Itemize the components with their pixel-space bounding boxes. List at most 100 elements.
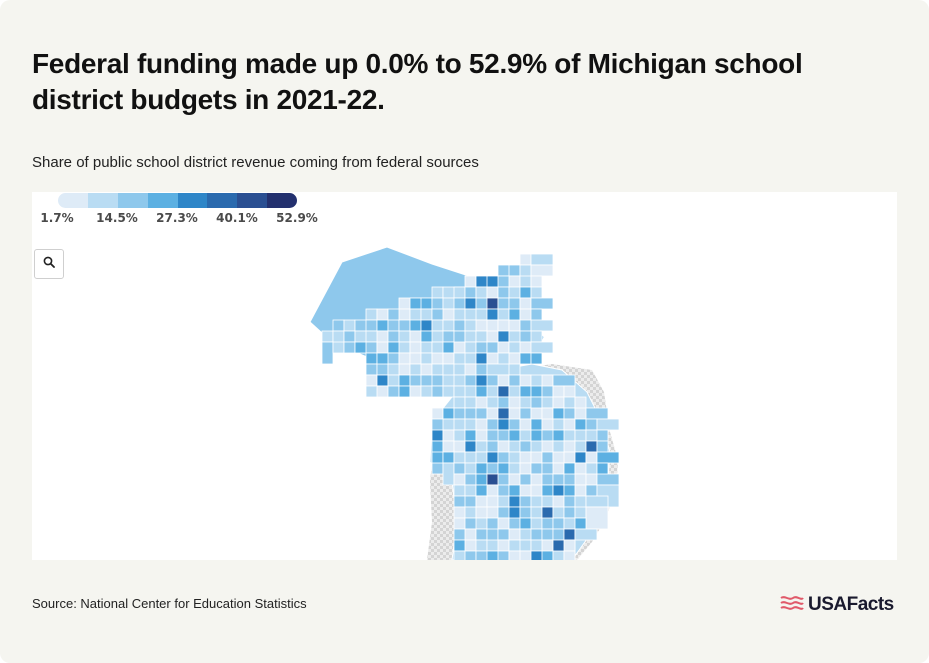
school-district[interactable]	[530, 506, 543, 519]
school-district[interactable]	[519, 506, 532, 519]
school-district[interactable]	[508, 286, 521, 299]
school-district[interactable]	[585, 484, 598, 497]
school-district[interactable]	[475, 473, 488, 486]
school-district[interactable]	[442, 429, 455, 442]
school-district[interactable]	[552, 407, 565, 420]
school-district[interactable]	[497, 297, 510, 310]
school-district[interactable]	[541, 517, 554, 530]
school-district[interactable]	[497, 341, 510, 354]
school-district[interactable]	[365, 363, 378, 376]
school-district[interactable]	[497, 319, 510, 332]
school-district[interactable]	[486, 495, 499, 508]
school-district[interactable]	[519, 352, 532, 365]
school-district[interactable]	[398, 385, 411, 398]
school-district[interactable]	[431, 385, 444, 398]
school-district[interactable]	[530, 264, 554, 277]
school-district[interactable]	[464, 528, 477, 541]
school-district[interactable]	[442, 451, 455, 464]
school-district[interactable]	[453, 451, 466, 464]
school-district[interactable]	[409, 319, 422, 332]
school-district[interactable]	[519, 440, 532, 453]
school-district[interactable]	[486, 484, 499, 497]
school-district[interactable]	[442, 385, 455, 398]
school-district[interactable]	[508, 517, 521, 530]
school-district[interactable]	[508, 275, 521, 288]
school-district[interactable]	[497, 462, 510, 475]
school-district[interactable]	[585, 506, 609, 530]
school-district[interactable]	[530, 297, 554, 310]
school-district[interactable]	[497, 308, 510, 321]
school-district[interactable]	[596, 429, 609, 442]
school-district[interactable]	[486, 407, 499, 420]
school-district[interactable]	[530, 528, 543, 541]
school-district[interactable]	[475, 528, 488, 541]
school-district[interactable]	[574, 418, 587, 431]
school-district[interactable]	[508, 407, 521, 420]
school-district[interactable]	[541, 396, 554, 409]
school-district[interactable]	[497, 539, 510, 552]
school-district[interactable]	[343, 341, 356, 354]
school-district[interactable]	[519, 297, 532, 310]
school-district[interactable]	[563, 506, 576, 519]
school-district[interactable]	[409, 374, 422, 387]
michigan-map[interactable]	[32, 192, 897, 560]
school-district[interactable]	[519, 385, 532, 398]
school-district[interactable]	[365, 352, 378, 365]
school-district[interactable]	[431, 286, 444, 299]
school-district[interactable]	[585, 473, 598, 486]
school-district[interactable]	[497, 385, 510, 398]
school-district[interactable]	[530, 275, 543, 288]
school-district[interactable]	[343, 319, 356, 332]
school-district[interactable]	[431, 407, 444, 420]
school-district[interactable]	[552, 484, 565, 497]
school-district[interactable]	[552, 528, 565, 541]
school-district[interactable]	[398, 319, 411, 332]
school-district[interactable]	[552, 418, 565, 431]
school-district[interactable]	[530, 330, 543, 343]
school-district[interactable]	[497, 440, 510, 453]
school-district[interactable]	[541, 385, 554, 398]
school-district[interactable]	[563, 539, 576, 552]
school-district[interactable]	[563, 528, 576, 541]
school-district[interactable]	[574, 484, 587, 497]
school-district[interactable]	[453, 319, 466, 332]
school-district[interactable]	[552, 385, 565, 398]
school-district[interactable]	[574, 473, 587, 486]
school-district[interactable]	[486, 418, 499, 431]
school-district[interactable]	[475, 517, 488, 530]
school-district[interactable]	[398, 308, 411, 321]
school-district[interactable]	[475, 407, 488, 420]
school-district[interactable]	[519, 462, 532, 475]
map-panel[interactable]: 1.7% 14.5% 27.3% 40.1% 52.9%	[32, 192, 897, 560]
school-district[interactable]	[552, 374, 576, 387]
school-district[interactable]	[475, 495, 488, 508]
school-district[interactable]	[453, 396, 466, 409]
school-district[interactable]	[475, 539, 488, 552]
school-district[interactable]	[541, 473, 554, 486]
school-district[interactable]	[409, 341, 422, 354]
school-district[interactable]	[585, 407, 609, 420]
school-district[interactable]	[508, 418, 521, 431]
school-district[interactable]	[596, 473, 620, 486]
school-district[interactable]	[398, 374, 411, 387]
school-district[interactable]	[453, 418, 466, 431]
school-district[interactable]	[530, 286, 543, 299]
school-district[interactable]	[376, 374, 389, 387]
school-district[interactable]	[563, 407, 576, 420]
school-district[interactable]	[431, 374, 444, 387]
school-district[interactable]	[486, 462, 499, 475]
school-district[interactable]	[464, 330, 477, 343]
school-district[interactable]	[585, 495, 609, 508]
school-district[interactable]	[431, 462, 444, 475]
school-district[interactable]	[442, 352, 455, 365]
school-district[interactable]	[508, 462, 521, 475]
school-district[interactable]	[585, 451, 598, 464]
school-district[interactable]	[420, 297, 433, 310]
school-district[interactable]	[574, 440, 587, 453]
school-district[interactable]	[574, 528, 598, 541]
school-district[interactable]	[552, 517, 565, 530]
school-district[interactable]	[519, 253, 532, 266]
school-district[interactable]	[563, 495, 576, 508]
school-district[interactable]	[464, 297, 477, 310]
school-district[interactable]	[453, 484, 466, 497]
